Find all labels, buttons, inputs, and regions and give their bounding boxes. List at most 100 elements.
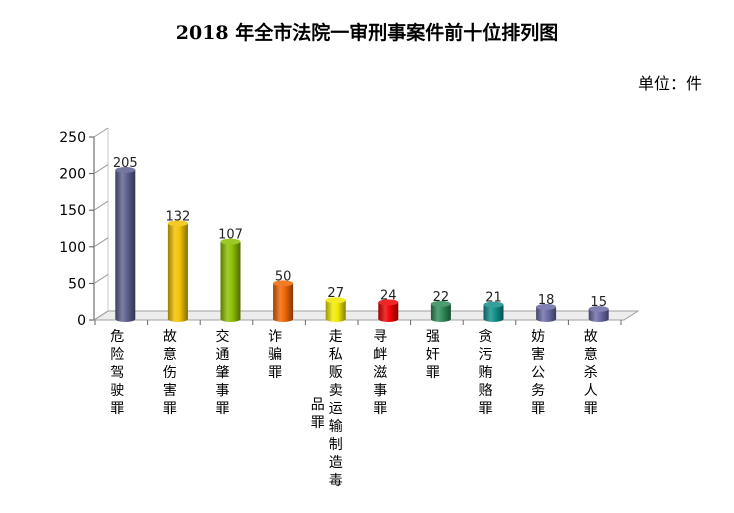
- category-char: 意: [163, 346, 177, 363]
- category-char: 人: [584, 383, 598, 399]
- y-tick-label: 0: [77, 313, 86, 329]
- bar-7: [430, 300, 451, 322]
- category-char: 制: [329, 437, 343, 453]
- y-tick-label: 100: [59, 240, 86, 256]
- category-char: 污: [479, 347, 493, 363]
- bar-body: [325, 300, 346, 322]
- y-tick-label: 50: [68, 276, 86, 292]
- bar-9: [536, 303, 557, 322]
- chart-title: 2018 年全市法院一审刑事案件前十位排列图: [175, 22, 559, 44]
- bar-top: [588, 306, 609, 313]
- category-label-text: 故意伤害罪: [163, 329, 177, 417]
- data-label-4: 50: [275, 269, 292, 284]
- category-label-5: 走私贩卖运输制造毒 品罪: [311, 329, 343, 489]
- category-char: 交: [216, 328, 230, 345]
- category-label-text: 故意杀人罪: [584, 329, 598, 417]
- category-char: 寻: [373, 329, 387, 345]
- category-label-text: 走私贩卖运输制造毒 品罪: [311, 329, 343, 489]
- category-char: 私: [329, 347, 343, 363]
- category-char: 罪: [531, 401, 545, 417]
- category-char: 运: [329, 401, 343, 417]
- category-char: 罪: [268, 365, 282, 381]
- data-label-1: 205: [113, 156, 138, 171]
- bar-top: [167, 220, 188, 227]
- category-char: 杀: [584, 365, 598, 381]
- bar-top: [273, 280, 294, 287]
- chart-bars: [115, 166, 609, 322]
- category-char: 衅: [373, 347, 387, 363]
- category-label-7: 强奸罪: [426, 329, 440, 381]
- y-tick-depth: [93, 164, 109, 175]
- category-label-2: 故意伤害罪: [163, 329, 177, 417]
- bar-1: [115, 166, 136, 322]
- bar-10: [588, 306, 609, 322]
- category-char: 妨: [531, 329, 545, 345]
- category-char: 诈: [268, 329, 282, 345]
- category-label-text: 强奸罪: [426, 329, 440, 381]
- data-label-6: 24: [380, 288, 397, 303]
- category-char: 罪: [163, 401, 177, 417]
- y-tick-label: 200: [59, 167, 86, 183]
- category-label-text: 交通肇事罪: [216, 328, 230, 417]
- bar-body: [167, 223, 188, 322]
- category-char: 强: [426, 329, 440, 345]
- unit-label: 单位：件: [637, 74, 702, 93]
- category-label-4: 诈骗罪: [268, 329, 282, 381]
- bar-top: [115, 166, 136, 173]
- category-char: 故: [163, 329, 177, 345]
- category-char: 驾: [110, 365, 124, 381]
- bar-5: [325, 297, 346, 322]
- bar-body: [378, 302, 399, 322]
- category-char: 事: [216, 383, 230, 399]
- category-char: 伤: [163, 365, 177, 381]
- category-label-text: 妨害公务罪: [531, 329, 545, 417]
- category-char: 害: [163, 383, 177, 399]
- y-tick-depth: [93, 127, 109, 138]
- category-label-1: 危险驾驶罪: [110, 329, 124, 417]
- y-tick-label: 250: [59, 130, 86, 146]
- category-char: 走: [329, 329, 343, 345]
- y-tick-depth: [93, 310, 109, 321]
- category-char: 毒: [329, 473, 343, 489]
- bar-body: [273, 283, 294, 322]
- bar-6: [378, 299, 399, 322]
- category-char: 通: [216, 347, 230, 363]
- category-char: 害: [531, 347, 545, 363]
- bar-body: [115, 169, 136, 322]
- bar-2: [167, 220, 188, 322]
- bar-body: [220, 241, 241, 322]
- category-char: 罪: [373, 401, 387, 417]
- category-label-3: 交通肇事罪: [216, 328, 230, 417]
- y-tick-depth: [93, 200, 109, 211]
- category-char: 险: [110, 347, 124, 363]
- bar-4: [273, 280, 294, 322]
- category-char: 贿: [479, 365, 493, 381]
- category-label-text: 贪污贿赂罪: [479, 329, 493, 417]
- data-label-5: 27: [327, 286, 344, 301]
- category-char: 罪: [584, 401, 598, 417]
- category-char: 罪: [110, 401, 124, 417]
- category-char: 公: [531, 365, 545, 381]
- y-tick-label: 150: [59, 203, 86, 219]
- category-char: 罪: [479, 401, 493, 417]
- data-label-8: 21: [485, 291, 502, 306]
- y-tick-depth: [93, 237, 109, 248]
- category-label-10: 故意杀人罪: [584, 329, 598, 417]
- category-char: 罪: [216, 401, 230, 417]
- bar-top: [536, 303, 557, 310]
- bar-body: [483, 304, 504, 322]
- category-char: 品: [311, 397, 325, 413]
- chart-labels: 0 50 100 150 200 250 205 132 107 50 27 24 22 21 18 15 危险…: [59, 130, 607, 489]
- category-char: 贩: [329, 365, 343, 381]
- category-char: 故: [584, 329, 598, 345]
- category-char: 骗: [268, 347, 282, 363]
- category-label-text: 诈骗罪: [268, 329, 282, 381]
- bar-top: [220, 238, 241, 245]
- category-char: 赂: [479, 383, 493, 399]
- category-char: 务: [531, 383, 545, 399]
- category-char: 罪: [311, 415, 325, 431]
- y-tick-depth: [93, 273, 109, 284]
- category-char: 驶: [110, 383, 124, 399]
- bar-top: [378, 299, 399, 306]
